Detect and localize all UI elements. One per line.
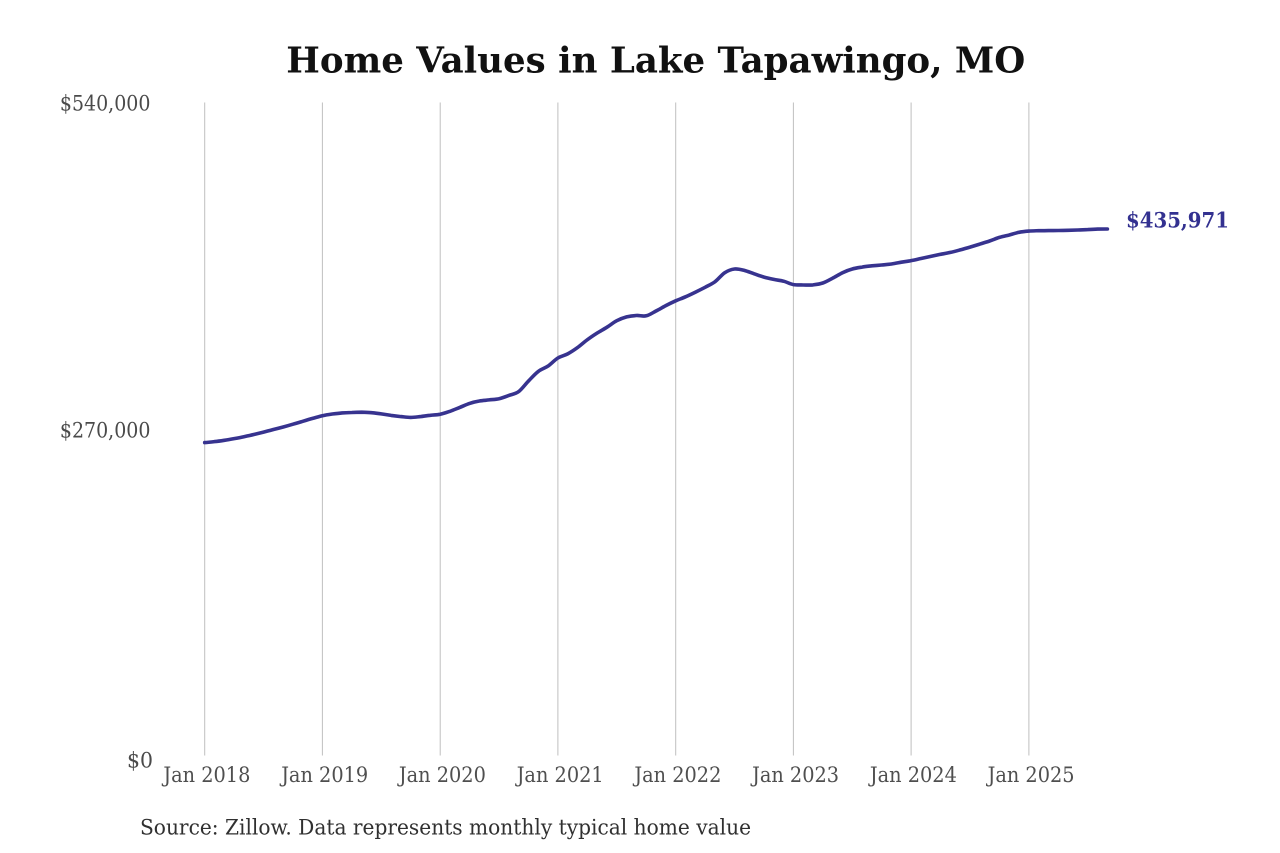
svg-text:$435,971: $435,971 — [1126, 209, 1229, 234]
svg-text:Jan 2022: Jan 2022 — [633, 763, 722, 787]
svg-text:$540,000: $540,000 — [60, 92, 151, 116]
svg-text:Jan 2020: Jan 2020 — [397, 763, 486, 787]
svg-text:$270,000: $270,000 — [60, 418, 151, 442]
svg-text:Source: Zillow. Data represent: Source: Zillow. Data represents monthly … — [140, 815, 751, 840]
svg-text:Jan 2021: Jan 2021 — [515, 763, 604, 787]
svg-text:Jan 2025: Jan 2025 — [986, 763, 1075, 787]
svg-text:Jan 2023: Jan 2023 — [750, 763, 839, 787]
svg-text:Jan 2024: Jan 2024 — [868, 763, 957, 787]
svg-text:Jan 2018: Jan 2018 — [162, 763, 251, 787]
svg-text:$0: $0 — [127, 748, 153, 772]
svg-text:Jan 2019: Jan 2019 — [279, 763, 368, 787]
svg-text:Home Values in Lake Tapawingo,: Home Values in Lake Tapawingo, MO — [286, 40, 1025, 81]
